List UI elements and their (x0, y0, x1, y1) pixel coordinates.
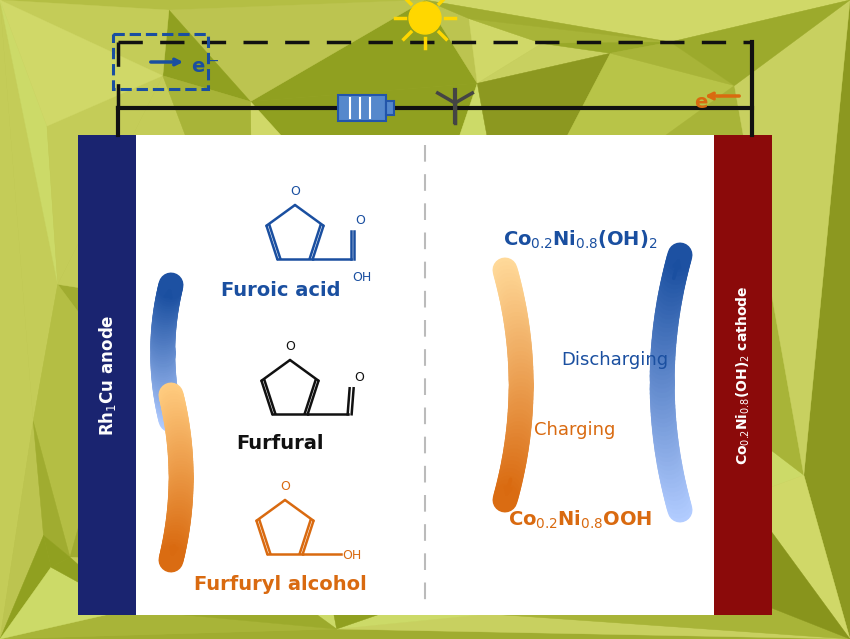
Polygon shape (669, 497, 745, 567)
Polygon shape (58, 75, 253, 315)
Text: Co$_{0.2}$Ni$_{0.8}$OOH: Co$_{0.2}$Ni$_{0.8}$OOH (508, 509, 652, 531)
Polygon shape (425, 0, 478, 83)
Polygon shape (304, 459, 483, 585)
Polygon shape (241, 333, 355, 459)
Polygon shape (0, 0, 169, 75)
Polygon shape (47, 75, 163, 284)
Polygon shape (425, 0, 671, 42)
Polygon shape (411, 83, 508, 279)
Text: Discharging: Discharging (562, 351, 669, 369)
Polygon shape (745, 475, 850, 639)
Polygon shape (508, 249, 706, 509)
Polygon shape (251, 102, 411, 315)
Text: O: O (355, 214, 366, 227)
Polygon shape (451, 249, 558, 509)
Polygon shape (169, 0, 425, 102)
Polygon shape (0, 535, 51, 639)
Text: Rh$_1$Cu anode: Rh$_1$Cu anode (97, 314, 117, 436)
Polygon shape (355, 279, 451, 433)
Polygon shape (33, 421, 70, 557)
Text: OH: OH (343, 550, 362, 562)
Text: Furoic acid: Furoic acid (221, 281, 340, 300)
Polygon shape (163, 10, 251, 102)
Text: O: O (354, 371, 365, 384)
Polygon shape (122, 333, 304, 459)
Polygon shape (469, 19, 671, 43)
Polygon shape (671, 0, 850, 86)
Polygon shape (251, 0, 478, 102)
Polygon shape (804, 0, 850, 639)
Polygon shape (0, 567, 128, 639)
Text: Furfuryl alcohol: Furfuryl alcohol (194, 576, 367, 594)
Polygon shape (463, 530, 554, 614)
Circle shape (409, 2, 441, 34)
Polygon shape (0, 0, 58, 284)
Polygon shape (58, 284, 253, 333)
Polygon shape (469, 19, 542, 83)
Text: Co$_{0.2}$Ni$_{0.8}$(OH)$_2$ cathode: Co$_{0.2}$Ni$_{0.8}$(OH)$_2$ cathode (734, 286, 751, 465)
Polygon shape (734, 0, 850, 475)
Text: Charging: Charging (535, 421, 615, 439)
Polygon shape (669, 497, 850, 639)
Polygon shape (508, 86, 804, 475)
Bar (78, 135, 772, 615)
Polygon shape (558, 509, 706, 567)
Polygon shape (554, 509, 669, 567)
Polygon shape (490, 530, 669, 614)
Polygon shape (463, 491, 554, 585)
Polygon shape (0, 421, 43, 639)
Polygon shape (58, 284, 241, 371)
Text: O: O (285, 340, 295, 353)
Polygon shape (163, 75, 253, 315)
Polygon shape (337, 614, 850, 639)
Polygon shape (478, 53, 610, 249)
Text: O: O (290, 185, 300, 198)
Polygon shape (610, 42, 734, 86)
Polygon shape (70, 371, 248, 565)
Polygon shape (251, 83, 478, 279)
Polygon shape (478, 43, 610, 83)
Polygon shape (43, 535, 70, 567)
Polygon shape (33, 371, 122, 557)
Polygon shape (253, 279, 411, 370)
Polygon shape (490, 567, 850, 639)
Text: OH: OH (353, 272, 372, 284)
Bar (78, 135, 136, 615)
Polygon shape (425, 0, 850, 42)
Polygon shape (51, 557, 128, 610)
Polygon shape (0, 0, 58, 421)
Text: Co$_{0.2}$Ni$_{0.8}$(OH)$_2$: Co$_{0.2}$Ni$_{0.8}$(OH)$_2$ (502, 229, 657, 251)
Polygon shape (304, 370, 451, 459)
Bar (113, 34, 208, 89)
Polygon shape (248, 459, 337, 629)
Polygon shape (241, 315, 355, 370)
Text: Furfural: Furfural (237, 433, 324, 452)
Polygon shape (508, 53, 734, 249)
Polygon shape (0, 610, 337, 639)
Polygon shape (411, 249, 508, 433)
Polygon shape (508, 249, 804, 497)
Polygon shape (0, 0, 163, 126)
Text: e$^-$: e$^-$ (191, 58, 219, 77)
Polygon shape (122, 371, 304, 565)
Polygon shape (0, 0, 425, 10)
Polygon shape (128, 565, 337, 629)
Bar (338, 95, 386, 121)
Polygon shape (70, 557, 248, 610)
Text: O: O (280, 480, 290, 493)
Bar (714, 135, 772, 615)
Polygon shape (0, 0, 33, 639)
Polygon shape (483, 491, 558, 530)
Polygon shape (304, 459, 463, 629)
Polygon shape (451, 433, 558, 509)
Polygon shape (0, 629, 850, 639)
Polygon shape (337, 585, 490, 629)
Bar (386, 101, 394, 115)
Polygon shape (508, 249, 745, 509)
Polygon shape (304, 433, 483, 491)
Text: e$^-$: e$^-$ (694, 93, 722, 112)
Polygon shape (542, 42, 671, 53)
Polygon shape (33, 284, 122, 421)
